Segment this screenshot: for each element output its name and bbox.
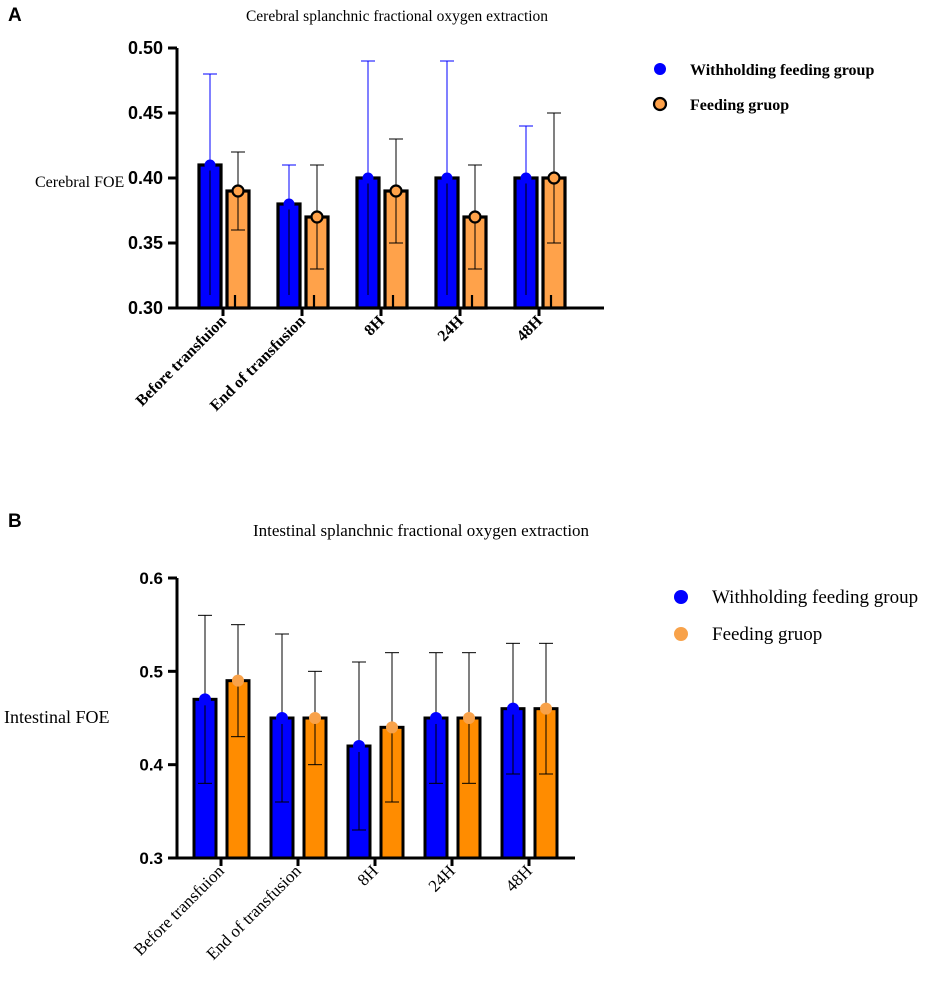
y-tick-label: 0.4 [139,756,163,775]
chart-panel-b: B Intestinal splanchnic fractional oxygen… [4,511,918,964]
y-axis-label: Intestinal FOE [4,707,110,727]
mean-marker [309,712,321,724]
chart-panel-a: A Cerebral splanchnic fractional oxygen e… [8,5,874,415]
y-tick-label: 0.5 [139,662,163,681]
panel-letter: A [8,5,22,26]
x-tick-label: 24H [435,312,468,345]
x-tick-label: 8H [361,312,388,339]
mean-marker [468,210,482,224]
mean-marker [199,693,211,706]
mean-marker [547,171,561,185]
legend-marker [654,63,666,75]
y-tick-label: 0.30 [128,298,163,318]
mean-marker [232,674,244,687]
y-tick-label: 0.40 [128,168,163,188]
mean-marker [283,198,295,210]
chart-title: Intestinal splanchnic fractional oxygen … [253,521,590,540]
legend-marker [652,96,668,112]
y-tick-label: 0.3 [139,849,163,868]
mean-marker [353,740,365,752]
y-tick-label: 0.6 [139,569,163,588]
y-tick-label: 0.35 [128,233,163,253]
mean-marker [430,712,442,724]
x-tick-label: 48H [502,861,536,895]
mean-marker [540,702,552,715]
legend-marker [674,627,688,641]
mean-marker [386,721,398,734]
x-tick-label: 48H [514,312,547,345]
y-tick-label: 0.50 [128,38,163,58]
x-tick-label: 24H [425,861,459,895]
y-tick-label: 0.45 [128,103,163,123]
mean-marker [231,184,245,198]
panel-letter: B [8,511,22,532]
mean-marker [463,712,475,724]
legend-label: Feeding gruop [712,624,822,645]
legend-marker [674,590,688,604]
y-axis-label: Cerebral FOE [35,174,124,191]
mean-marker [389,184,403,198]
mean-marker [204,159,216,171]
legend-label: Feeding gruop [690,97,789,114]
legend-label: Withholding feeding group [712,587,918,608]
legend-label: Withholding feeding group [690,62,874,79]
x-tick-label: 8H [354,861,382,889]
mean-marker [310,210,324,224]
mean-marker [441,172,453,184]
mean-marker [276,712,288,724]
mean-marker [362,172,374,184]
mean-marker [507,702,519,715]
mean-marker [520,172,532,184]
chart-title: Cerebral splanchnic fractional oxygen ex… [246,8,548,25]
